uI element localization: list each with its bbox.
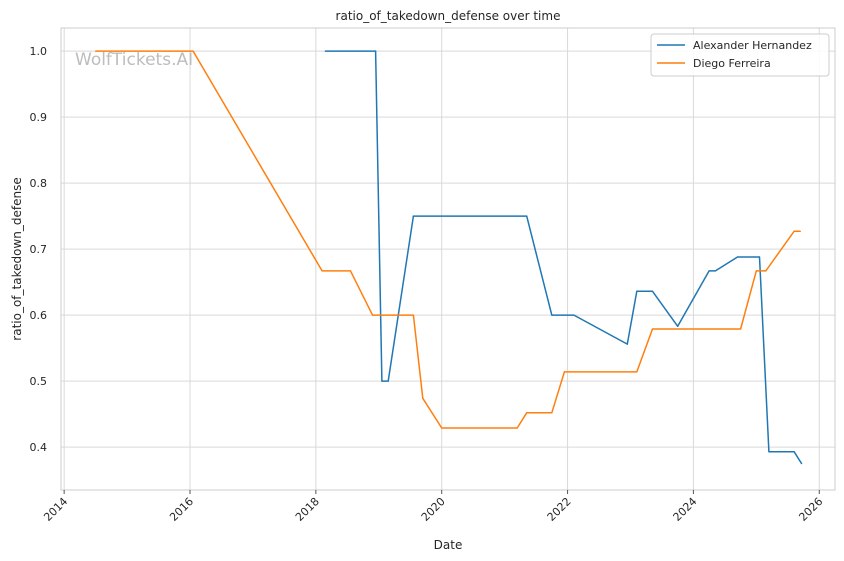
data-point-diego-ferreira xyxy=(765,270,767,272)
y-tick-label: 0.4 xyxy=(30,441,48,454)
data-point-alexander-hernandez xyxy=(387,380,389,382)
y-tick-label: 0.6 xyxy=(30,309,48,322)
data-point-diego-ferreira xyxy=(321,270,323,272)
y-axis-title: ratio_of_takedown_defense xyxy=(10,177,24,340)
data-point-alexander-hernandez xyxy=(573,314,575,316)
chart-title: ratio_of_takedown_defense over time xyxy=(336,9,561,23)
data-point-alexander-hernandez xyxy=(551,314,553,316)
data-point-alexander-hernandez xyxy=(651,290,654,292)
data-point-diego-ferreira xyxy=(349,270,352,272)
data-point-diego-ferreira xyxy=(563,371,566,373)
data-point-diego-ferreira xyxy=(526,412,528,414)
data-point-alexander-hernandez xyxy=(324,50,326,52)
data-point-alexander-hernandez xyxy=(801,463,803,465)
data-point-alexander-hernandez xyxy=(736,256,739,258)
data-point-diego-ferreira xyxy=(412,314,414,316)
data-point-diego-ferreira xyxy=(95,50,97,52)
x-tick-label: 2014 xyxy=(41,495,70,524)
legend-label-alexander-hernandez: Alexander Hernandez xyxy=(693,39,812,52)
series-line-diego-ferreira xyxy=(95,50,801,429)
data-point-alexander-hernandez xyxy=(677,325,679,327)
plot-frame xyxy=(60,27,836,491)
data-point-alexander-hernandez xyxy=(714,270,717,272)
data-point-diego-ferreira xyxy=(422,397,424,399)
series-line-alexander-hernandez xyxy=(325,50,803,464)
y-tick-label: 1.0 xyxy=(30,45,48,58)
data-point-alexander-hernandez xyxy=(758,256,761,258)
data-point-alexander-hernandez xyxy=(412,215,414,217)
data-point-alexander-hernandez xyxy=(636,290,638,292)
data-point-diego-ferreira xyxy=(551,412,553,414)
y-tick-label: 0.5 xyxy=(30,375,48,388)
x-tick-label: 2024 xyxy=(671,495,700,524)
series-layer xyxy=(95,50,803,465)
watermark-text: WolfTickets.AI xyxy=(75,50,193,70)
x-tick-label: 2022 xyxy=(545,495,574,524)
data-point-alexander-hernandez xyxy=(793,451,795,453)
y-tick-label: 0.9 xyxy=(30,111,48,124)
legend-label-diego-ferreira: Diego Ferreira xyxy=(693,57,771,70)
x-tick-label: 2026 xyxy=(796,495,825,524)
data-point-alexander-hernandez xyxy=(768,451,770,453)
data-point-alexander-hernandez xyxy=(626,343,628,345)
x-axis-title: Date xyxy=(434,538,463,552)
data-point-diego-ferreira xyxy=(755,270,757,272)
data-point-diego-ferreira xyxy=(441,427,443,429)
x-tick-label: 2016 xyxy=(167,495,196,524)
legend-box xyxy=(650,33,830,77)
data-point-diego-ferreira xyxy=(793,230,795,232)
data-point-diego-ferreira xyxy=(192,50,194,52)
data-point-alexander-hernandez xyxy=(375,50,377,52)
x-tick-label: 2018 xyxy=(293,495,322,524)
data-point-alexander-hernandez xyxy=(381,380,383,382)
legend: Alexander Hernandez Diego Ferreira xyxy=(650,33,830,77)
data-point-alexander-hernandez xyxy=(526,215,528,217)
data-point-diego-ferreira xyxy=(651,328,654,330)
data-point-diego-ferreira xyxy=(740,328,742,330)
data-point-diego-ferreira xyxy=(799,230,802,232)
data-point-alexander-hernandez xyxy=(708,270,710,272)
data-point-diego-ferreira xyxy=(636,371,638,373)
y-tick-label: 0.8 xyxy=(30,177,48,190)
x-tick-label: 2020 xyxy=(419,495,448,524)
grid xyxy=(61,28,835,490)
data-point-diego-ferreira xyxy=(516,427,518,429)
y-tick-label: 0.7 xyxy=(30,243,48,256)
data-point-diego-ferreira xyxy=(371,314,374,316)
